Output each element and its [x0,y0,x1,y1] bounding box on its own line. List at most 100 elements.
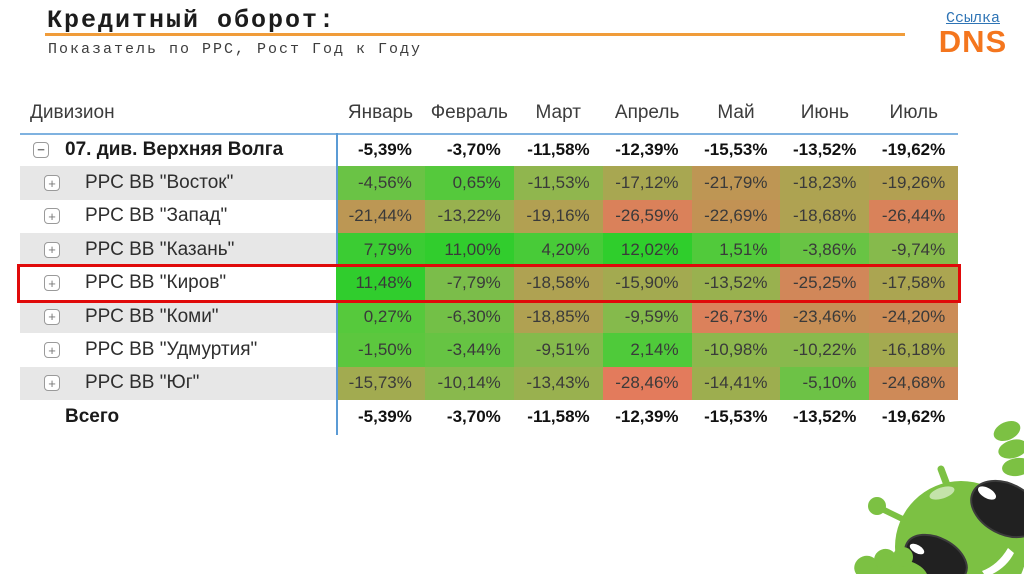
table-row: Всего -5,39% -3,70% -11,58% -12,39% -15,53% -1… [20,400,959,434]
row-label: РРС ВВ "Восток" [85,172,234,194]
value-cell: -5,10% [780,366,870,401]
value-cell: 0,27% [336,299,425,334]
value-cell: -5,39% [336,133,425,167]
value-cell: -18,85% [513,299,603,334]
collapse-icon[interactable]: − [33,141,49,158]
column-header-month: Январь [347,101,414,123]
expand-icon[interactable]: + [44,275,60,292]
link-button[interactable]: Ссылка [945,10,1000,27]
value-cell: 0,65% [424,166,514,200]
value-cell: -3,70% [424,133,514,167]
value-cell: -21,79% [691,166,781,200]
value-cell: -4,56% [336,166,425,200]
value-cell: -13,43% [513,366,603,401]
value-cell: -9,59% [602,299,692,334]
row-label-cell: + РРС ВВ "Восток" [20,166,336,200]
row-label: РРС ВВ "Коми" [85,305,219,327]
value-cell: 11,48% [336,266,425,300]
accent-divider-line [45,33,905,36]
value-cell: -13,52% [780,133,870,167]
expand-icon[interactable]: + [44,241,60,258]
row-label-cell: + РРС ВВ "Киров" [20,267,336,300]
row-label-cell: Всего [20,400,336,433]
dns-logo: DNS [938,24,1008,59]
value-cell: -11,58% [513,400,603,434]
column-header-month: Март [535,101,581,123]
row-label: Всего [65,405,120,427]
table-row: + РРС ВВ "Удмуртия" -1,50% -3,44% -9,51% 2,14… [20,333,959,367]
value-cell: -15,73% [336,366,425,401]
value-cell: -18,58% [513,266,603,300]
dns-alien-mascot [854,420,1024,574]
row-label-cell: + РРС ВВ "Удмуртия" [20,333,336,366]
column-header-month: Май [717,101,755,123]
row-label-cell: + РРС ВВ "Коми" [20,299,336,334]
value-cell: -3,86% [780,233,870,267]
value-cell: -10,22% [780,333,870,367]
table-row: + РРС ВВ "Коми" 0,27% -6,30% -18,85% -9,59% -2… [20,299,959,334]
value-cell: -24,20% [869,299,959,334]
matrix-header-row: Дивизион Январь Февраль Март Апрель Май Июнь И… [20,92,958,133]
value-cell: -9,51% [513,333,603,367]
value-cell: -11,58% [513,133,603,167]
row-label-cell: + РРС ВВ "Запад" [20,200,336,233]
table-row: + РРС ВВ "Запад" -21,44% -13,22% -19,16% -26,… [20,199,959,234]
row-label: РРС ВВ "Удмуртия" [85,339,258,361]
value-cell: -26,44% [869,199,959,234]
expand-icon[interactable]: + [44,308,60,325]
table-row: + РРС ВВ "Казань" 7,79% 11,00% 4,20% 12,02% 1,… [20,233,959,267]
value-cell: -19,26% [869,166,959,200]
value-cell: -21,44% [336,199,425,234]
value-cell: 11,00% [424,233,514,267]
value-cell: -25,25% [780,266,870,300]
column-header-month: Февраль [430,101,508,123]
value-cell: -26,73% [691,299,781,334]
table-row: + РРС ВВ "Киров" 11,48% -7,79% -18,58% -15,90… [17,263,961,303]
value-cell: -13,22% [424,199,514,234]
value-cell: -23,46% [780,299,870,334]
column-header-month: Апрель [614,101,680,123]
expand-icon[interactable]: + [44,208,60,225]
value-cell: -24,68% [869,366,959,401]
credit-turnover-matrix: Дивизион Январь Февраль Март Апрель Май Июнь И… [17,92,961,435]
value-cell: -7,79% [424,266,514,300]
value-cell: -13,52% [780,400,870,434]
value-cell: -26,59% [602,199,692,234]
value-cell: -12,39% [602,133,692,167]
column-header-month: Июль [889,101,939,123]
value-cell: -11,53% [513,166,603,200]
value-cell: -15,90% [602,266,692,300]
table-row: −07. див. Верхняя Волга -5,39% -3,70% -11,5… [20,133,959,167]
value-cell: -3,44% [424,333,514,367]
table-row: + РРС ВВ "Юг" -15,73% -10,14% -13,43% -28,46%… [20,366,959,401]
value-cell: 2,14% [602,333,692,367]
value-cell: -10,14% [424,366,514,401]
matrix-body: −07. див. Верхняя Волга -5,39% -3,70% -11,5… [17,133,961,434]
column-header-division: Дивизион [30,101,115,123]
table-row: + РРС ВВ "Восток" -4,56% 0,65% -11,53% -17,12… [20,166,959,200]
value-cell: -6,30% [424,299,514,334]
row-label: 07. див. Верхняя Волга [65,138,284,160]
value-cell: -3,70% [424,400,514,434]
value-cell: -15,53% [691,400,781,434]
value-cell: -14,41% [691,366,781,401]
header-underline [20,133,958,135]
row-label-cell: + РРС ВВ "Казань" [20,233,336,267]
value-cell: -9,74% [869,233,959,267]
expand-icon[interactable]: + [44,175,60,192]
value-cell: -10,98% [691,333,781,367]
value-cell: -17,12% [602,166,692,200]
row-label: РРС ВВ "Киров" [85,272,227,294]
value-cell: -19,62% [869,400,959,434]
expand-icon[interactable]: + [44,342,60,359]
value-cell: 4,20% [513,233,603,267]
value-cell: -19,62% [869,133,959,167]
value-cell: -12,39% [602,400,692,434]
row-label: РРС ВВ "Казань" [85,238,235,260]
row-label-cell: −07. див. Верхняя Волга [20,133,336,166]
value-cell: -1,50% [336,333,425,367]
column-header-month: Июнь [800,101,850,123]
value-cell: -13,52% [691,266,781,300]
expand-icon[interactable]: + [44,375,60,392]
value-cell: 7,79% [336,233,425,267]
